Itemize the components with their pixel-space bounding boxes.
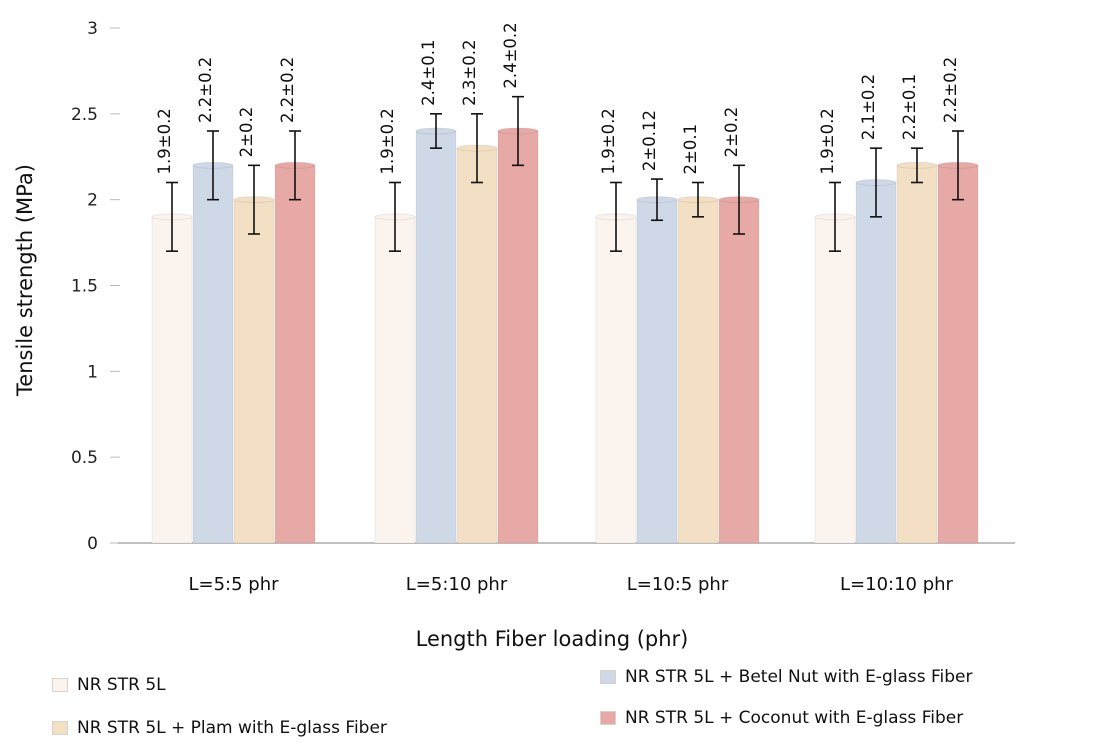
data-label-nr-str-5l-plam-with-e-glass-fiber-1: 2.3±0.2 — [460, 40, 479, 106]
bar-nr-str-5l-plam-with-e-glass-fiber-3 — [896, 164, 938, 544]
data-label-nr-str-5l-coconut-with-e-glass-fiber-3: 2.2±0.2 — [941, 57, 960, 123]
data-label-nr-str-5l-plam-with-e-glass-fiber-0: 2±0.2 — [237, 107, 256, 158]
bar-nr-str-5l-coconut-with-e-glass-fiber-2 — [718, 199, 760, 544]
x-category-label-3: L=10:10 phr — [840, 574, 954, 595]
data-label-nr-str-5l-1: 1.9±0.2 — [378, 108, 397, 174]
bar-nr-str-5l-2 — [595, 216, 637, 544]
plot-area: 0 0.5 1 1.5 2 2.5 3 1.9±0.2 1.9±0.2 1.9±0.2 1.9±0.… — [71, 19, 1015, 595]
bar-nr-str-5l-0 — [151, 216, 193, 544]
data-label-nr-str-5l-2: 1.9±0.2 — [599, 108, 618, 174]
bar-nr-str-5l-betel-nut-with-e-glass-fiber-0 — [192, 164, 234, 544]
data-label-nr-str-5l-betel-nut-with-e-glass-fiber-1: 2.4±0.1 — [419, 40, 438, 106]
legend-label-nr-str-5l: NR STR 5L — [77, 675, 166, 695]
legend-swatch-nr-str-5l — [52, 678, 68, 692]
data-label-nr-str-5l-coconut-with-e-glass-fiber-0: 2.2±0.2 — [278, 57, 297, 123]
bar-nr-str-5l-coconut-with-e-glass-fiber-1 — [497, 130, 539, 544]
y-tick-label-6: 3 — [87, 19, 98, 39]
bar-nr-str-5l-coconut-with-e-glass-fiber-3 — [937, 164, 979, 544]
y-tick-label-2: 1 — [87, 362, 98, 382]
y-axis-title: Tensile strength (MPa) — [13, 164, 37, 397]
bar-nr-str-5l-coconut-with-e-glass-fiber-0 — [274, 164, 316, 544]
legend-item-coconut: NR STR 5L + Coconut with E-glass Fiber — [600, 708, 963, 728]
bar-nr-str-5l-1 — [374, 216, 416, 544]
legend: NR STR 5L NR STR 5L + Betel Nut with E-g… — [0, 655, 1096, 748]
bar-nr-str-5l-3 — [814, 216, 856, 544]
legend-item-betel-nut: NR STR 5L + Betel Nut with E-glass Fiber — [600, 667, 973, 687]
x-category-label-2: L=10:5 phr — [627, 574, 729, 595]
x-category-label-0: L=5:5 phr — [188, 574, 279, 595]
bar-nr-str-5l-betel-nut-with-e-glass-fiber-2 — [636, 199, 678, 544]
data-label-nr-str-5l-coconut-with-e-glass-fiber-2: 2±0.2 — [722, 107, 741, 158]
bar-nr-str-5l-plam-with-e-glass-fiber-1 — [456, 147, 498, 544]
legend-item-nr-str-5l: NR STR 5L — [52, 675, 166, 695]
legend-swatch-coconut — [600, 711, 616, 725]
legend-swatch-plam — [52, 721, 68, 735]
data-label-nr-str-5l-0: 1.9±0.2 — [155, 108, 174, 174]
x-axis-title: Length Fiber loading (phr) — [416, 627, 689, 651]
legend-label-coconut: NR STR 5L + Coconut with E-glass Fiber — [625, 708, 964, 728]
data-label-nr-str-5l-3: 1.9±0.2 — [818, 108, 837, 174]
bar-nr-str-5l-plam-with-e-glass-fiber-0 — [233, 199, 275, 544]
x-category-label-1: L=5:10 phr — [406, 574, 508, 595]
data-label-nr-str-5l-plam-with-e-glass-fiber-3: 2.2±0.1 — [900, 74, 919, 140]
data-label-nr-str-5l-plam-with-e-glass-fiber-2: 2±0.1 — [681, 124, 700, 175]
y-tick-label-5: 2.5 — [71, 105, 98, 125]
y-tick-label-4: 2 — [87, 191, 98, 211]
data-label-nr-str-5l-betel-nut-with-e-glass-fiber-3: 2.1±0.2 — [859, 74, 878, 140]
bar-nr-str-5l-betel-nut-with-e-glass-fiber-3 — [855, 182, 897, 544]
legend-label-plam: NR STR 5L + Plam with E-glass Fiber — [77, 718, 387, 738]
data-label-nr-str-5l-betel-nut-with-e-glass-fiber-2: 2±0.12 — [640, 110, 659, 171]
legend-item-plam: NR STR 5L + Plam with E-glass Fiber — [52, 718, 387, 738]
y-tick-label-3: 1.5 — [71, 277, 98, 297]
y-tick-label-0: 0 — [87, 534, 98, 554]
tensile-strength-chart: Tensile strength (MPa) Length Fiber load… — [13, 19, 1015, 651]
bar-nr-str-5l-plam-with-e-glass-fiber-2 — [677, 199, 719, 544]
bar-nr-str-5l-betel-nut-with-e-glass-fiber-1 — [415, 130, 457, 544]
data-label-nr-str-5l-coconut-with-e-glass-fiber-1: 2.4±0.2 — [501, 22, 520, 88]
legend-swatch-betel-nut — [600, 670, 616, 684]
legend-label-betel-nut: NR STR 5L + Betel Nut with E-glass Fiber — [625, 667, 973, 687]
y-tick-label-1: 0.5 — [71, 448, 98, 468]
data-label-nr-str-5l-betel-nut-with-e-glass-fiber-0: 2.2±0.2 — [196, 57, 215, 123]
